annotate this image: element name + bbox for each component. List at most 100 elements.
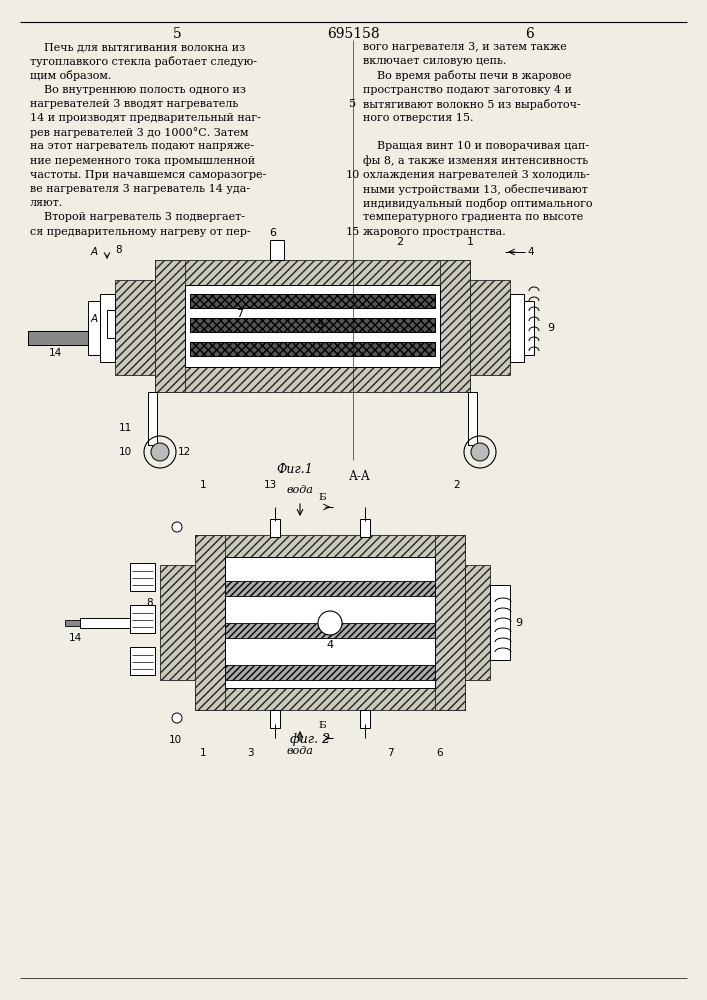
Text: нагревателей 3 вводят нагреватель: нагревателей 3 вводят нагреватель [30,99,238,109]
Text: А: А [91,247,98,257]
Text: тугоплавкого стекла работает следую-: тугоплавкого стекла работает следую- [30,56,257,67]
Bar [270,519,280,537]
Bar [65,620,80,626]
Bar [360,519,370,537]
Text: ние переменного тока промышленной: ние переменного тока промышленной [30,156,255,166]
Text: Б: Б [318,493,326,502]
Bar [28,331,88,345]
Text: 3: 3 [317,320,324,330]
Bar [195,535,465,557]
Bar [435,535,465,710]
Bar [190,318,435,332]
Text: вытягивают волокно 5 из выработоч-: вытягивают волокно 5 из выработоч- [363,99,580,110]
Bar [155,260,470,285]
Bar [225,623,435,638]
Bar [468,392,477,445]
Text: 13: 13 [264,480,276,490]
Text: 14 и производят предварительный наг-: 14 и производят предварительный наг- [30,113,261,123]
Bar [88,301,100,355]
Text: рев нагревателей 3 до 1000°С. Затем: рев нагревателей 3 до 1000°С. Затем [30,127,248,138]
Bar [270,710,280,728]
Bar [195,688,465,710]
Text: индивидуальный подбор оптимального: индивидуальный подбор оптимального [363,198,592,209]
Text: 14: 14 [69,633,81,643]
Text: 12: 12 [178,447,192,457]
Bar [107,310,115,338]
Text: 10: 10 [346,170,360,180]
Text: охлаждения нагревателей 3 холодиль-: охлаждения нагревателей 3 холодиль- [363,170,590,180]
Bar [190,342,435,356]
Text: фиг. 2: фиг. 2 [290,733,330,746]
Text: Второй нагреватель 3 подвергает-: Второй нагреватель 3 подвергает- [30,212,245,222]
Bar [130,563,155,591]
Text: ного отверстия 15.: ного отверстия 15. [363,113,474,123]
Text: 15: 15 [346,227,360,237]
Circle shape [172,522,182,532]
Text: 4: 4 [527,247,534,257]
Bar [115,280,155,375]
Text: ными устройствами 13, обеспечивают: ными устройствами 13, обеспечивают [363,184,588,195]
Text: 2: 2 [397,237,404,247]
Text: 1: 1 [467,237,474,247]
Bar [524,301,534,355]
Bar [185,285,440,367]
Bar [80,618,130,628]
Text: частоты. При начавшемся саморазогре-: частоты. При начавшемся саморазогре- [30,170,267,180]
Text: Печь для вытягивания волокна из: Печь для вытягивания волокна из [30,42,245,52]
Text: 5: 5 [173,27,182,41]
Bar [155,260,185,392]
Text: 9: 9 [547,323,554,333]
Text: 9: 9 [515,618,522,628]
Text: 7: 7 [387,748,393,758]
Text: 11: 11 [119,423,132,433]
Text: 14: 14 [48,348,62,358]
Text: 1: 1 [199,480,206,490]
Text: 7: 7 [236,309,244,319]
Circle shape [318,611,342,635]
Text: вода: вода [286,485,313,495]
Text: 6: 6 [525,27,534,41]
Text: 10: 10 [168,735,182,745]
Bar [130,647,155,675]
Text: 6: 6 [437,748,443,758]
Bar [155,367,470,392]
Text: ве нагревателя 3 нагреватель 14 уда-: ве нагревателя 3 нагреватель 14 уда- [30,184,250,194]
Text: вода: вода [286,746,313,756]
Text: вого нагревателя 3, и затем также: вого нагревателя 3, и затем также [363,42,567,52]
Text: ся предварительному нагреву от пер-: ся предварительному нагреву от пер- [30,227,251,237]
Text: Во время работы печи в жаровое: Во время работы печи в жаровое [363,70,571,81]
Text: жарового пространства.: жарового пространства. [363,227,506,237]
Bar [130,605,155,633]
Bar [195,535,225,710]
Text: фы 8, а также изменяя интенсивность: фы 8, а также изменяя интенсивность [363,156,588,166]
Text: 5: 5 [349,99,356,109]
Text: Во внутреннюю полость одного из: Во внутреннюю полость одного из [30,85,246,95]
Text: 6: 6 [269,228,276,238]
Text: 1: 1 [199,748,206,758]
Text: 10: 10 [119,447,132,457]
Bar [465,565,490,680]
Text: 695158: 695158 [327,27,380,41]
Bar [440,260,470,392]
Bar [490,585,510,660]
Bar [100,294,115,362]
Text: 2: 2 [454,480,460,490]
Text: температурного градиента по высоте: температурного градиента по высоте [363,212,583,222]
Text: А: А [91,314,98,324]
Text: 8: 8 [115,245,122,255]
Circle shape [471,443,489,461]
Circle shape [172,713,182,723]
Text: 8: 8 [146,598,153,608]
Circle shape [151,443,169,461]
Bar [160,565,195,680]
Bar [148,392,157,445]
Text: на этот нагреватель подают напряже-: на этот нагреватель подают напряже- [30,141,254,151]
Text: Б: Б [318,721,326,730]
Bar [470,280,510,375]
Bar [225,557,435,688]
Text: 3: 3 [247,748,253,758]
Text: А-А: А-А [349,470,371,483]
Text: пространство подают заготовку 4 и: пространство подают заготовку 4 и [363,85,572,95]
Text: включает силовую цепь.: включает силовую цепь. [363,56,506,66]
Text: Фиг.1: Фиг.1 [276,463,313,476]
